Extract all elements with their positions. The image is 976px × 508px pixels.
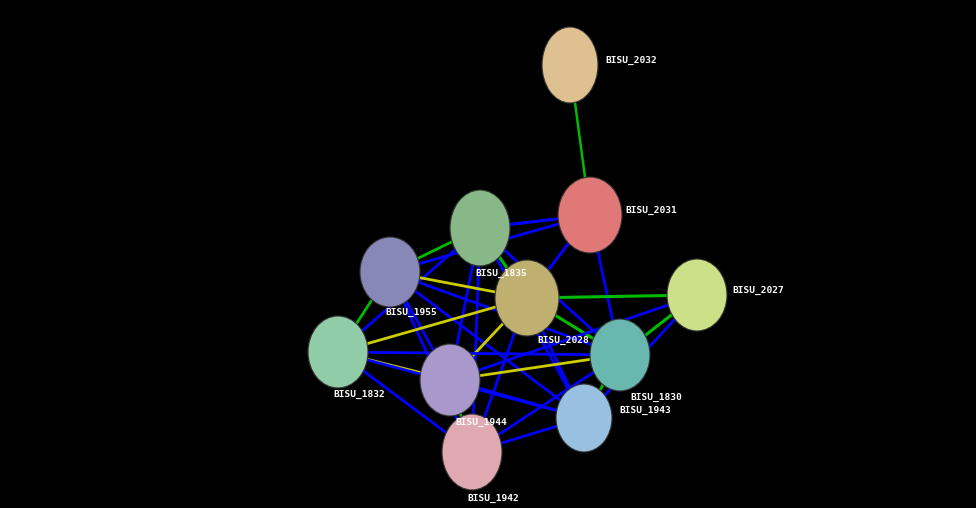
Ellipse shape [308, 316, 368, 388]
Text: BISU_1830: BISU_1830 [630, 393, 682, 401]
Ellipse shape [360, 237, 420, 307]
Text: BISU_2027: BISU_2027 [732, 285, 784, 295]
Ellipse shape [667, 259, 727, 331]
Ellipse shape [442, 414, 502, 490]
Ellipse shape [558, 177, 622, 253]
Text: BISU_1832: BISU_1832 [333, 390, 385, 399]
Text: BISU_1955: BISU_1955 [385, 307, 436, 316]
Text: BISU_1835: BISU_1835 [475, 268, 527, 277]
Ellipse shape [556, 384, 612, 452]
Text: BISU_2028: BISU_2028 [537, 335, 589, 344]
Ellipse shape [542, 27, 598, 103]
Ellipse shape [495, 260, 559, 336]
Text: BISU_2031: BISU_2031 [625, 205, 676, 214]
Ellipse shape [450, 190, 510, 266]
Text: BISU_2032: BISU_2032 [605, 55, 657, 65]
Ellipse shape [420, 344, 480, 416]
Text: BISU_1943: BISU_1943 [619, 405, 671, 415]
Text: BISU_1942: BISU_1942 [467, 493, 519, 502]
Text: BISU_1944: BISU_1944 [455, 418, 507, 427]
Ellipse shape [590, 319, 650, 391]
